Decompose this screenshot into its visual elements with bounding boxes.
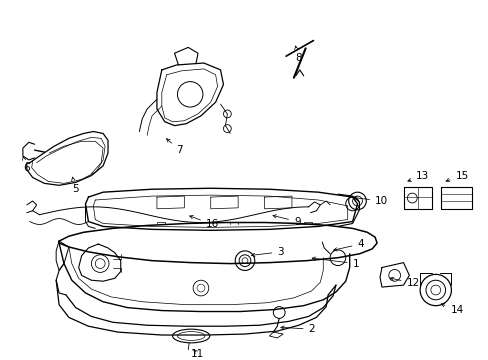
Text: 6: 6	[22, 157, 29, 173]
Text: 1: 1	[311, 257, 359, 269]
Text: 10: 10	[352, 196, 387, 206]
Text: 5: 5	[71, 177, 78, 194]
Text: 2: 2	[280, 324, 315, 334]
Text: 12: 12	[389, 277, 419, 288]
Text: 7: 7	[166, 139, 183, 155]
Text: 9: 9	[272, 215, 300, 226]
Text: 3: 3	[251, 247, 284, 257]
Text: 14: 14	[440, 303, 463, 315]
Text: 8: 8	[294, 46, 301, 63]
Text: 16: 16	[189, 216, 219, 229]
Text: 15: 15	[445, 171, 468, 182]
Text: 4: 4	[333, 239, 364, 251]
Text: 11: 11	[191, 348, 204, 359]
Text: 13: 13	[407, 171, 428, 181]
